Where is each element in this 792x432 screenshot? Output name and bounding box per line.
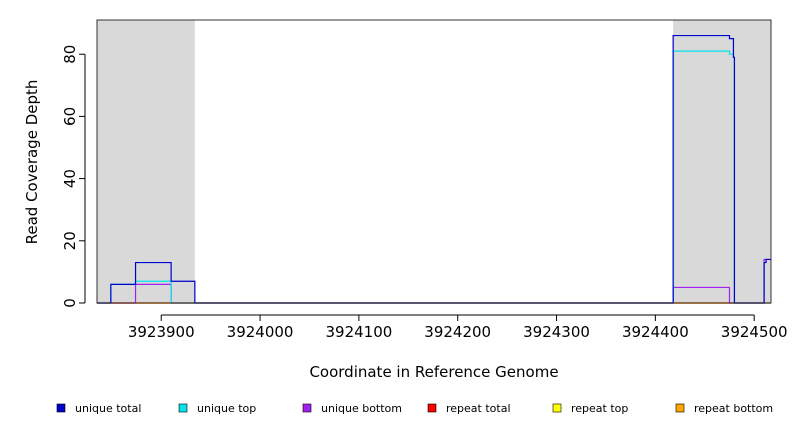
x-tick-label: 3924000 (227, 323, 294, 341)
x-axis-label: Coordinate in Reference Genome (309, 363, 558, 381)
axes: 3923900 3924000 3924100 3924200 3924300 39244… (61, 45, 788, 341)
legend: unique total unique top unique bottom repea… (56, 402, 773, 415)
legend-swatch-unique-top (178, 403, 188, 413)
x-tick-label: 3924400 (622, 323, 689, 341)
series-line-unique-bottom (97, 258, 771, 304)
y-tick-label: 20 (61, 231, 79, 250)
x-tick-label: 3924100 (325, 323, 392, 341)
y-tick-label: 80 (61, 45, 79, 64)
x-tick-label: 3924200 (424, 323, 491, 341)
x-tick-label: 3924500 (721, 323, 788, 341)
legend-label-repeat-total: repeat total (446, 402, 511, 415)
y-tick-label: 40 (61, 169, 79, 188)
shaded-region-2 (673, 20, 771, 303)
series-line-unique-total (97, 34, 771, 304)
legend-label-repeat-top: repeat top (571, 402, 628, 415)
series-lines (97, 34, 771, 304)
x-tick-label: 3923900 (128, 323, 195, 341)
legend-swatch-repeat-top (552, 403, 562, 413)
legend-swatch-unique-total (56, 403, 66, 413)
y-tick-label: 0 (61, 298, 79, 308)
legend-label-unique-bottom: unique bottom (321, 402, 402, 415)
plot-frame (96, 19, 772, 304)
shaded-regions (97, 20, 771, 303)
legend-label-unique-top: unique top (197, 402, 256, 415)
shaded-region-1 (97, 20, 195, 303)
legend-label-repeat-bottom: repeat bottom (694, 402, 773, 415)
series-line-unique-top (97, 50, 771, 304)
y-tick-label: 60 (61, 107, 79, 126)
legend-label-unique-total: unique total (75, 402, 141, 415)
legend-swatch-repeat-total (427, 403, 437, 413)
legend-swatch-unique-bottom (302, 403, 312, 413)
legend-swatch-repeat-bottom (675, 403, 685, 413)
x-tick-label: 3924300 (523, 323, 590, 341)
y-axis-label: Read Coverage Depth (23, 80, 41, 245)
